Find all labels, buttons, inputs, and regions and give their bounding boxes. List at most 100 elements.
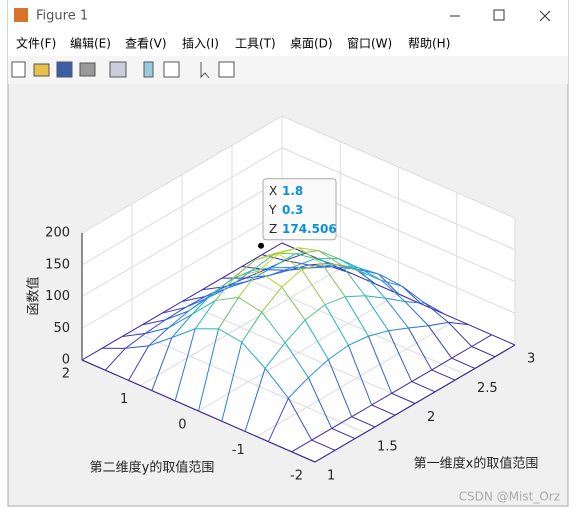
mesh-edge: [354, 426, 376, 440]
mesh-edge: [285, 252, 306, 261]
mesh-edge: [331, 427, 356, 440]
mesh-edge: [318, 250, 343, 266]
close-button[interactable]: [539, 10, 551, 22]
mesh-edge: [245, 269, 266, 279]
mesh-edge: [125, 345, 149, 349]
mesh-edge: [471, 334, 492, 347]
mesh-edge: [407, 327, 433, 371]
grid-line: [256, 319, 458, 437]
mesh-edge: [171, 314, 193, 338]
mesh-edge: [424, 302, 449, 323]
mesh-edge: [471, 346, 496, 358]
mesh-edge: [295, 250, 319, 255]
mesh-edge: [361, 271, 386, 299]
mesh-edge: [121, 332, 146, 338]
menu-item[interactable]: 帮助(H): [408, 37, 450, 51]
title-bar: [8, 0, 568, 32]
datatip-value: 1.8: [282, 184, 303, 198]
grid-line: [81, 179, 283, 297]
mesh-edge: [371, 392, 392, 406]
mesh-edge: [168, 314, 193, 329]
mesh-edge: [284, 342, 309, 378]
menu-item[interactable]: 插入(I): [182, 37, 219, 51]
mesh-edge: [381, 280, 402, 287]
save-icon[interactable]: [56, 61, 73, 78]
mesh-edge: [368, 330, 389, 337]
mesh-edge: [141, 319, 166, 326]
maximize-button[interactable]: [493, 9, 505, 21]
mesh-edge: [258, 270, 283, 288]
y-tick-label: 0: [178, 418, 186, 433]
mesh-edge: [494, 344, 516, 358]
mesh-edge: [385, 297, 406, 303]
menu-item[interactable]: 文件(F): [16, 36, 56, 51]
axes: 11.522.53-2-1012050100150200第一维度x的取值范围第二…: [26, 115, 538, 484]
new-icon[interactable]: [11, 61, 26, 78]
x-tick-label: 1: [327, 469, 335, 484]
mesh-edge: [264, 342, 286, 369]
mesh-edge: [261, 242, 283, 256]
grid-line: [81, 210, 283, 329]
legend-icon[interactable]: [163, 61, 180, 78]
menu-item[interactable]: 工具(T): [235, 37, 276, 51]
mesh-edge: [301, 263, 322, 271]
x-tick-label: 2.5: [477, 381, 498, 396]
mesh-edge: [427, 325, 453, 359]
mesh-edge: [468, 324, 492, 336]
colorbar-icon[interactable]: [143, 61, 154, 78]
pointer-icon[interactable]: [200, 62, 210, 79]
mesh-edge: [218, 328, 243, 343]
mesh-edge: [364, 295, 389, 332]
mesh-edge: [307, 377, 333, 429]
mesh-edge: [211, 276, 236, 295]
print-icon[interactable]: [79, 62, 96, 77]
grid-line: [81, 115, 283, 234]
mesh-edge: [404, 301, 429, 327]
menu-item[interactable]: 桌面(D): [290, 37, 333, 51]
mesh-edge: [128, 345, 150, 381]
mesh-edge: [431, 357, 452, 371]
mesh-edge: [391, 381, 412, 394]
mesh-edge: [451, 346, 472, 359]
menu-bar: [8, 32, 568, 56]
mesh-edge: [315, 258, 336, 266]
mesh-edge: [81, 347, 103, 361]
grid-line: [139, 268, 341, 386]
mesh-edge: [145, 319, 166, 334]
window-title: Figure 1: [36, 9, 88, 24]
mesh-edge: [311, 427, 332, 441]
mesh-edge: [215, 296, 239, 302]
mesh-edge: [171, 328, 196, 339]
mesh-edge: [408, 325, 429, 329]
y-tick-label: -2: [290, 469, 303, 484]
mesh-edge: [278, 253, 303, 271]
mesh-edge: [434, 379, 456, 393]
mesh-edge: [251, 267, 272, 272]
mesh-edge: [258, 253, 279, 272]
mesh-edge: [221, 420, 246, 432]
menu-item[interactable]: 编辑(E): [70, 36, 111, 51]
y-tick-label: 2: [62, 367, 70, 382]
mesh-edge: [121, 324, 143, 338]
open-icon[interactable]: [33, 63, 50, 77]
grid-line: [198, 293, 399, 412]
mesh-edge: [148, 327, 169, 347]
mesh-edge: [454, 367, 476, 381]
mesh-edge: [221, 342, 243, 422]
toolbar: [8, 56, 568, 84]
mesh-edge: [268, 266, 293, 277]
link-icon[interactable]: [109, 61, 127, 78]
property-icon[interactable]: [218, 61, 235, 78]
mesh-edge: [411, 381, 436, 393]
mesh-edge: [244, 430, 269, 443]
mesh-edge: [191, 300, 216, 315]
menu-item[interactable]: 查看(V): [125, 37, 167, 51]
menu-item[interactable]: 窗口(W): [347, 37, 392, 51]
mesh-edge: [311, 439, 336, 451]
mesh-edge: [271, 253, 296, 269]
mesh-edge: [198, 328, 219, 412]
mesh-edge: [165, 310, 189, 321]
mesh-edge: [101, 336, 123, 349]
mesh-edge: [148, 337, 173, 347]
mesh-edge: [104, 348, 126, 371]
